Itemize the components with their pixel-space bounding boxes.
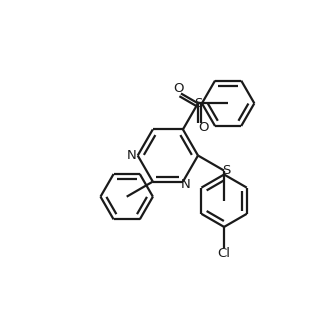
Text: S: S bbox=[194, 97, 202, 110]
Text: O: O bbox=[198, 121, 209, 134]
Text: Cl: Cl bbox=[218, 247, 231, 260]
Text: S: S bbox=[222, 164, 230, 177]
Text: N: N bbox=[181, 178, 190, 191]
Text: N: N bbox=[126, 149, 136, 162]
Text: O: O bbox=[173, 82, 184, 95]
